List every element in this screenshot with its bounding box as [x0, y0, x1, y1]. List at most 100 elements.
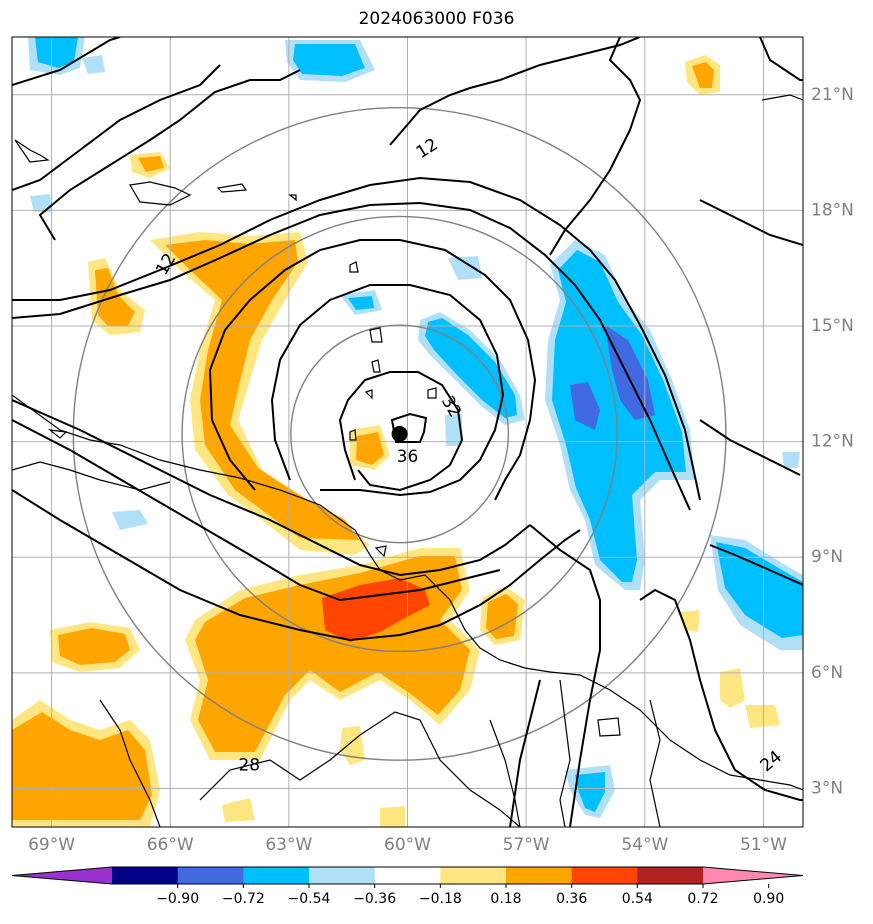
- contour-line: [509, 679, 541, 827]
- latitude-tick-labels: 3°N 6°N 9°N 12°N 15°N 18°N 21°N: [811, 85, 854, 799]
- longitude-tick-label: 57°W: [503, 835, 550, 855]
- positive-anomaly-region: [745, 705, 780, 728]
- map-frame: [11, 36, 804, 828]
- negative-anomaly-region: [348, 296, 374, 310]
- positive-anomaly-region: [222, 798, 255, 822]
- negative-anomaly-region: [30, 194, 52, 212]
- negative-anomaly-region: [552, 250, 686, 582]
- border-line: [199, 711, 521, 827]
- contour-line: [709, 544, 803, 586]
- border-line: [489, 719, 521, 827]
- contour-line: [699, 419, 801, 476]
- positive-anomaly-region: [692, 62, 714, 88]
- contour-line: [270, 284, 505, 497]
- contour-line: [12, 201, 691, 511]
- negative-anomaly-region: [782, 452, 800, 468]
- latitude-tick-label: 18°N: [811, 200, 854, 220]
- coastline-south-america: [12, 394, 803, 791]
- longitude-tick-label: 60°W: [384, 835, 431, 855]
- map-title: 2024063000 F036: [358, 9, 515, 29]
- latitude-tick-label: 21°N: [811, 85, 854, 105]
- colorbar: −0.90 −0.72 −0.54 −0.36 −0.18 0.18 0.36 0.54 0.7…: [11, 866, 804, 907]
- island: [364, 389, 373, 400]
- colorbar-tick-label: 0.90: [753, 891, 784, 907]
- contour-line: [549, 37, 642, 256]
- negative-anomaly-region: [35, 37, 78, 68]
- contour-line: [208, 239, 537, 501]
- storm-center-marker: [391, 425, 408, 442]
- contour-line: [38, 69, 301, 241]
- negative-anomaly-region: [112, 510, 148, 530]
- positive-anomaly-region: [356, 432, 384, 465]
- longitude-tick-label: 66°W: [147, 835, 194, 855]
- island: [374, 545, 387, 558]
- colorbar-extend-high: [703, 867, 803, 884]
- latitude-tick-label: 9°N: [811, 547, 843, 567]
- negative-anomaly-region: [445, 414, 462, 446]
- range-ring: [290, 324, 510, 544]
- island: [761, 94, 803, 101]
- strong-negative-anomaly: [605, 325, 655, 420]
- colorbar-tick-label: −0.36: [353, 891, 396, 907]
- longitude-tick-label: 54°W: [621, 835, 668, 855]
- colorbar-extend-low: [12, 867, 112, 884]
- latitude-tick-label: 3°N: [811, 778, 843, 798]
- range-ring: [181, 215, 618, 653]
- colorbar-tick-label: 0.18: [490, 891, 521, 907]
- geopotential-contours: [12, 37, 803, 827]
- negative-anomaly-region: [448, 256, 482, 280]
- colorbar-tick-label: 0.72: [687, 891, 718, 907]
- strong-negative-anomaly: [570, 382, 600, 430]
- colorbar-swatch: [309, 867, 376, 884]
- strong-positive-anomaly: [322, 578, 430, 642]
- positive-anomaly-region: [12, 712, 152, 820]
- positive-anomaly-region: [380, 806, 405, 827]
- island: [597, 717, 621, 737]
- latitude-tick-label: 6°N: [811, 663, 843, 683]
- colorbar-tick-label: −0.18: [419, 891, 462, 907]
- colorbar-tick-label: −0.90: [156, 891, 199, 907]
- negative-anomaly-region: [82, 55, 105, 74]
- colorbar-swatch: [374, 867, 441, 884]
- positive-anomaly-region: [165, 240, 360, 540]
- island: [14, 139, 50, 163]
- border-line: [559, 679, 571, 827]
- latitude-tick-label: 15°N: [811, 316, 854, 336]
- island: [47, 429, 68, 439]
- colorbar-tick-label: −0.54: [288, 891, 331, 907]
- border-line: [649, 699, 661, 827]
- contour-line: [12, 37, 121, 86]
- positive-anomaly-region: [678, 610, 700, 632]
- contour-line: [12, 419, 501, 602]
- contour-line: [389, 37, 641, 146]
- contour-line: [338, 371, 464, 492]
- contour-line: [12, 489, 581, 642]
- colorbar-swatch: [440, 867, 507, 884]
- negative-anomaly-region: [716, 542, 803, 638]
- island: [427, 387, 437, 399]
- positive-anomaly-region: [58, 628, 130, 665]
- island: [288, 194, 297, 202]
- island: [349, 261, 359, 273]
- colorbar-swatch: [571, 867, 638, 884]
- contour-line: [639, 588, 803, 801]
- contour-line: [12, 64, 221, 191]
- colorbar-swatch: [506, 867, 573, 884]
- contour-label: 28: [238, 755, 260, 775]
- longitude-tick-labels: 69°W 66°W 63°W 60°W 57°W 54°W 51°W: [28, 835, 787, 855]
- contour-line: [390, 412, 428, 443]
- border-line: [99, 699, 161, 827]
- longitude-tick-label: 51°W: [740, 835, 787, 855]
- island: [371, 359, 381, 373]
- colorbar-outline: [11, 866, 804, 885]
- coastline-segment: [12, 461, 171, 491]
- contour-line: [699, 199, 803, 246]
- longitude-tick-label: 63°W: [265, 835, 312, 855]
- negative-anomaly-region: [425, 318, 517, 418]
- positive-anomaly-region: [138, 156, 164, 172]
- island: [129, 181, 192, 206]
- negative-anomaly-region: [575, 772, 605, 812]
- contour-line: [12, 399, 531, 577]
- colorbar-swatch: [243, 867, 310, 884]
